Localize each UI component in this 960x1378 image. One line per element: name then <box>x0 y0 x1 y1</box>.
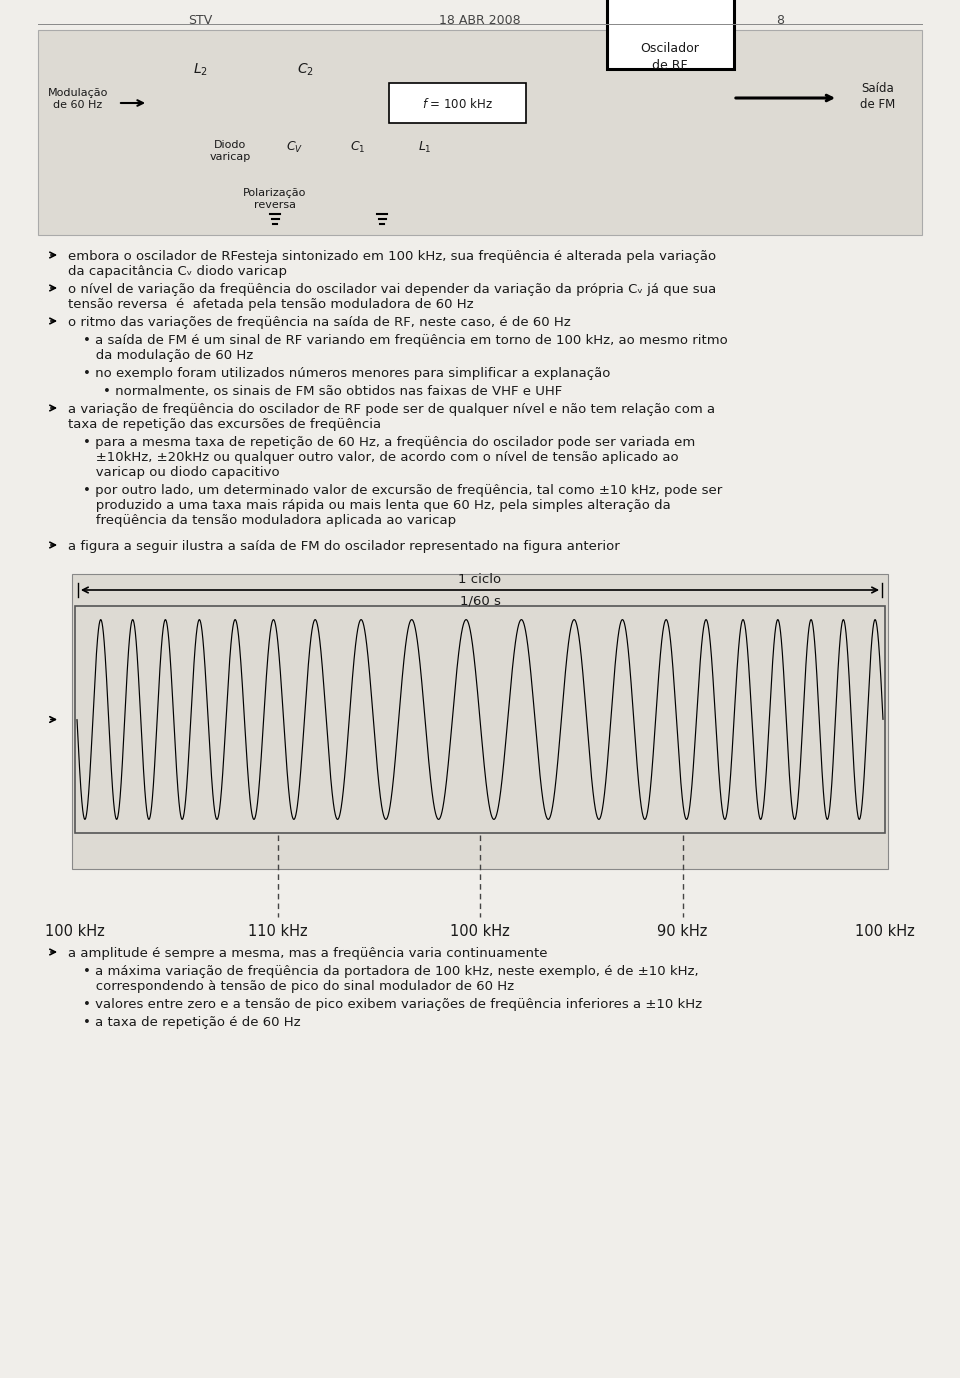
Text: $C_1$: $C_1$ <box>350 141 366 156</box>
Text: $C_V$: $C_V$ <box>286 141 303 156</box>
Text: • a máxima variação de freqüência da portadora de 100 kHz, neste exemplo, é de ±: • a máxima variação de freqüência da por… <box>83 965 699 978</box>
Text: 18 ABR 2008: 18 ABR 2008 <box>439 14 521 28</box>
Text: da capacitância Cᵥ diodo varicap: da capacitância Cᵥ diodo varicap <box>68 265 287 278</box>
Bar <box>72 575 888 870</box>
Text: • por outro lado, um determinado valor de excursão de freqüência, tal como ±10 k: • por outro lado, um determinado valor d… <box>83 484 722 497</box>
Text: a figura a seguir ilustra a saída de FM do oscilador representado na figura ante: a figura a seguir ilustra a saída de FM … <box>68 540 620 553</box>
Text: ±10kHz, ±20kHz ou qualquer outro valor, de acordo com o nível de tensão aplicado: ±10kHz, ±20kHz ou qualquer outro valor, … <box>83 451 679 464</box>
Bar <box>38 30 922 236</box>
Text: 100 kHz: 100 kHz <box>450 925 510 938</box>
Text: $L_1$: $L_1$ <box>419 141 432 156</box>
Text: freqüência da tensão moduladora aplicada ao varicap: freqüência da tensão moduladora aplicada… <box>83 514 456 526</box>
Text: Saída
de FM: Saída de FM <box>860 83 896 112</box>
Text: 110 kHz: 110 kHz <box>248 925 307 938</box>
Text: 1/60 s: 1/60 s <box>460 595 500 608</box>
Text: • a saída de FM é um sinal de RF variando em freqüência em torno de 100 kHz, ao : • a saída de FM é um sinal de RF variand… <box>83 333 728 347</box>
Text: $f$ = 100 kHz: $f$ = 100 kHz <box>421 96 492 112</box>
Text: tensão reversa  é  afetada pela tensão moduladora de 60 Hz: tensão reversa é afetada pela tensão mod… <box>68 298 473 311</box>
Text: a amplitude é sempre a mesma, mas a freqüência varia continuamente: a amplitude é sempre a mesma, mas a freq… <box>68 947 547 960</box>
Text: • a taxa de repetição é de 60 Hz: • a taxa de repetição é de 60 Hz <box>83 1016 300 1029</box>
Text: • no exemplo foram utilizados números menores para simplificar a explanação: • no exemplo foram utilizados números me… <box>83 367 611 380</box>
Text: Modulação
de 60 Hz: Modulação de 60 Hz <box>48 88 108 110</box>
Text: o ritmo das variações de freqüência na saída de RF, neste caso, é de 60 Hz: o ritmo das variações de freqüência na s… <box>68 316 571 329</box>
Text: 100 kHz: 100 kHz <box>45 925 105 938</box>
Text: 8: 8 <box>776 14 784 28</box>
Text: • normalmente, os sinais de FM são obtidos nas faixas de VHF e UHF: • normalmente, os sinais de FM são obtid… <box>103 384 563 398</box>
Text: $C_2$: $C_2$ <box>297 62 314 79</box>
Text: Diodo
varicap: Diodo varicap <box>209 141 251 163</box>
Text: Oscilador
de RF: Oscilador de RF <box>640 41 700 72</box>
Text: embora o oscilador de RFesteja sintonizado em 100 kHz, sua freqüência é alterada: embora o oscilador de RFesteja sintoniza… <box>68 249 716 263</box>
FancyBboxPatch shape <box>389 83 526 123</box>
Text: correspondendo à tensão de pico do sinal modulador de 60 Hz: correspondendo à tensão de pico do sinal… <box>83 980 515 994</box>
Text: $L_2$: $L_2$ <box>193 62 207 79</box>
Text: STV: STV <box>188 14 212 28</box>
Text: o nível de variação da freqüência do oscilador vai depender da variação da própr: o nível de variação da freqüência do osc… <box>68 282 716 296</box>
Text: • para a mesma taxa de repetição de 60 Hz, a freqüência do oscilador pode ser va: • para a mesma taxa de repetição de 60 H… <box>83 435 695 449</box>
FancyBboxPatch shape <box>607 0 734 69</box>
Text: 100 kHz: 100 kHz <box>855 925 915 938</box>
Text: taxa de repetição das excursões de freqüência: taxa de repetição das excursões de freqü… <box>68 418 381 431</box>
Bar <box>75 606 885 832</box>
Text: Polarização
reversa: Polarização reversa <box>243 187 306 211</box>
Text: da modulação de 60 Hz: da modulação de 60 Hz <box>83 349 253 362</box>
Text: a variação de freqüência do oscilador de RF pode ser de qualquer nível e não tem: a variação de freqüência do oscilador de… <box>68 402 715 416</box>
Text: 1 ciclo: 1 ciclo <box>459 573 501 586</box>
Text: produzido a uma taxa mais rápida ou mais lenta que 60 Hz, pela simples alteração: produzido a uma taxa mais rápida ou mais… <box>83 499 671 513</box>
Text: varicap ou diodo capacitivo: varicap ou diodo capacitivo <box>83 466 279 480</box>
Text: 90 kHz: 90 kHz <box>658 925 708 938</box>
Text: • valores entre zero e a tensão de pico exibem variações de freqüência inferiore: • valores entre zero e a tensão de pico … <box>83 998 702 1011</box>
